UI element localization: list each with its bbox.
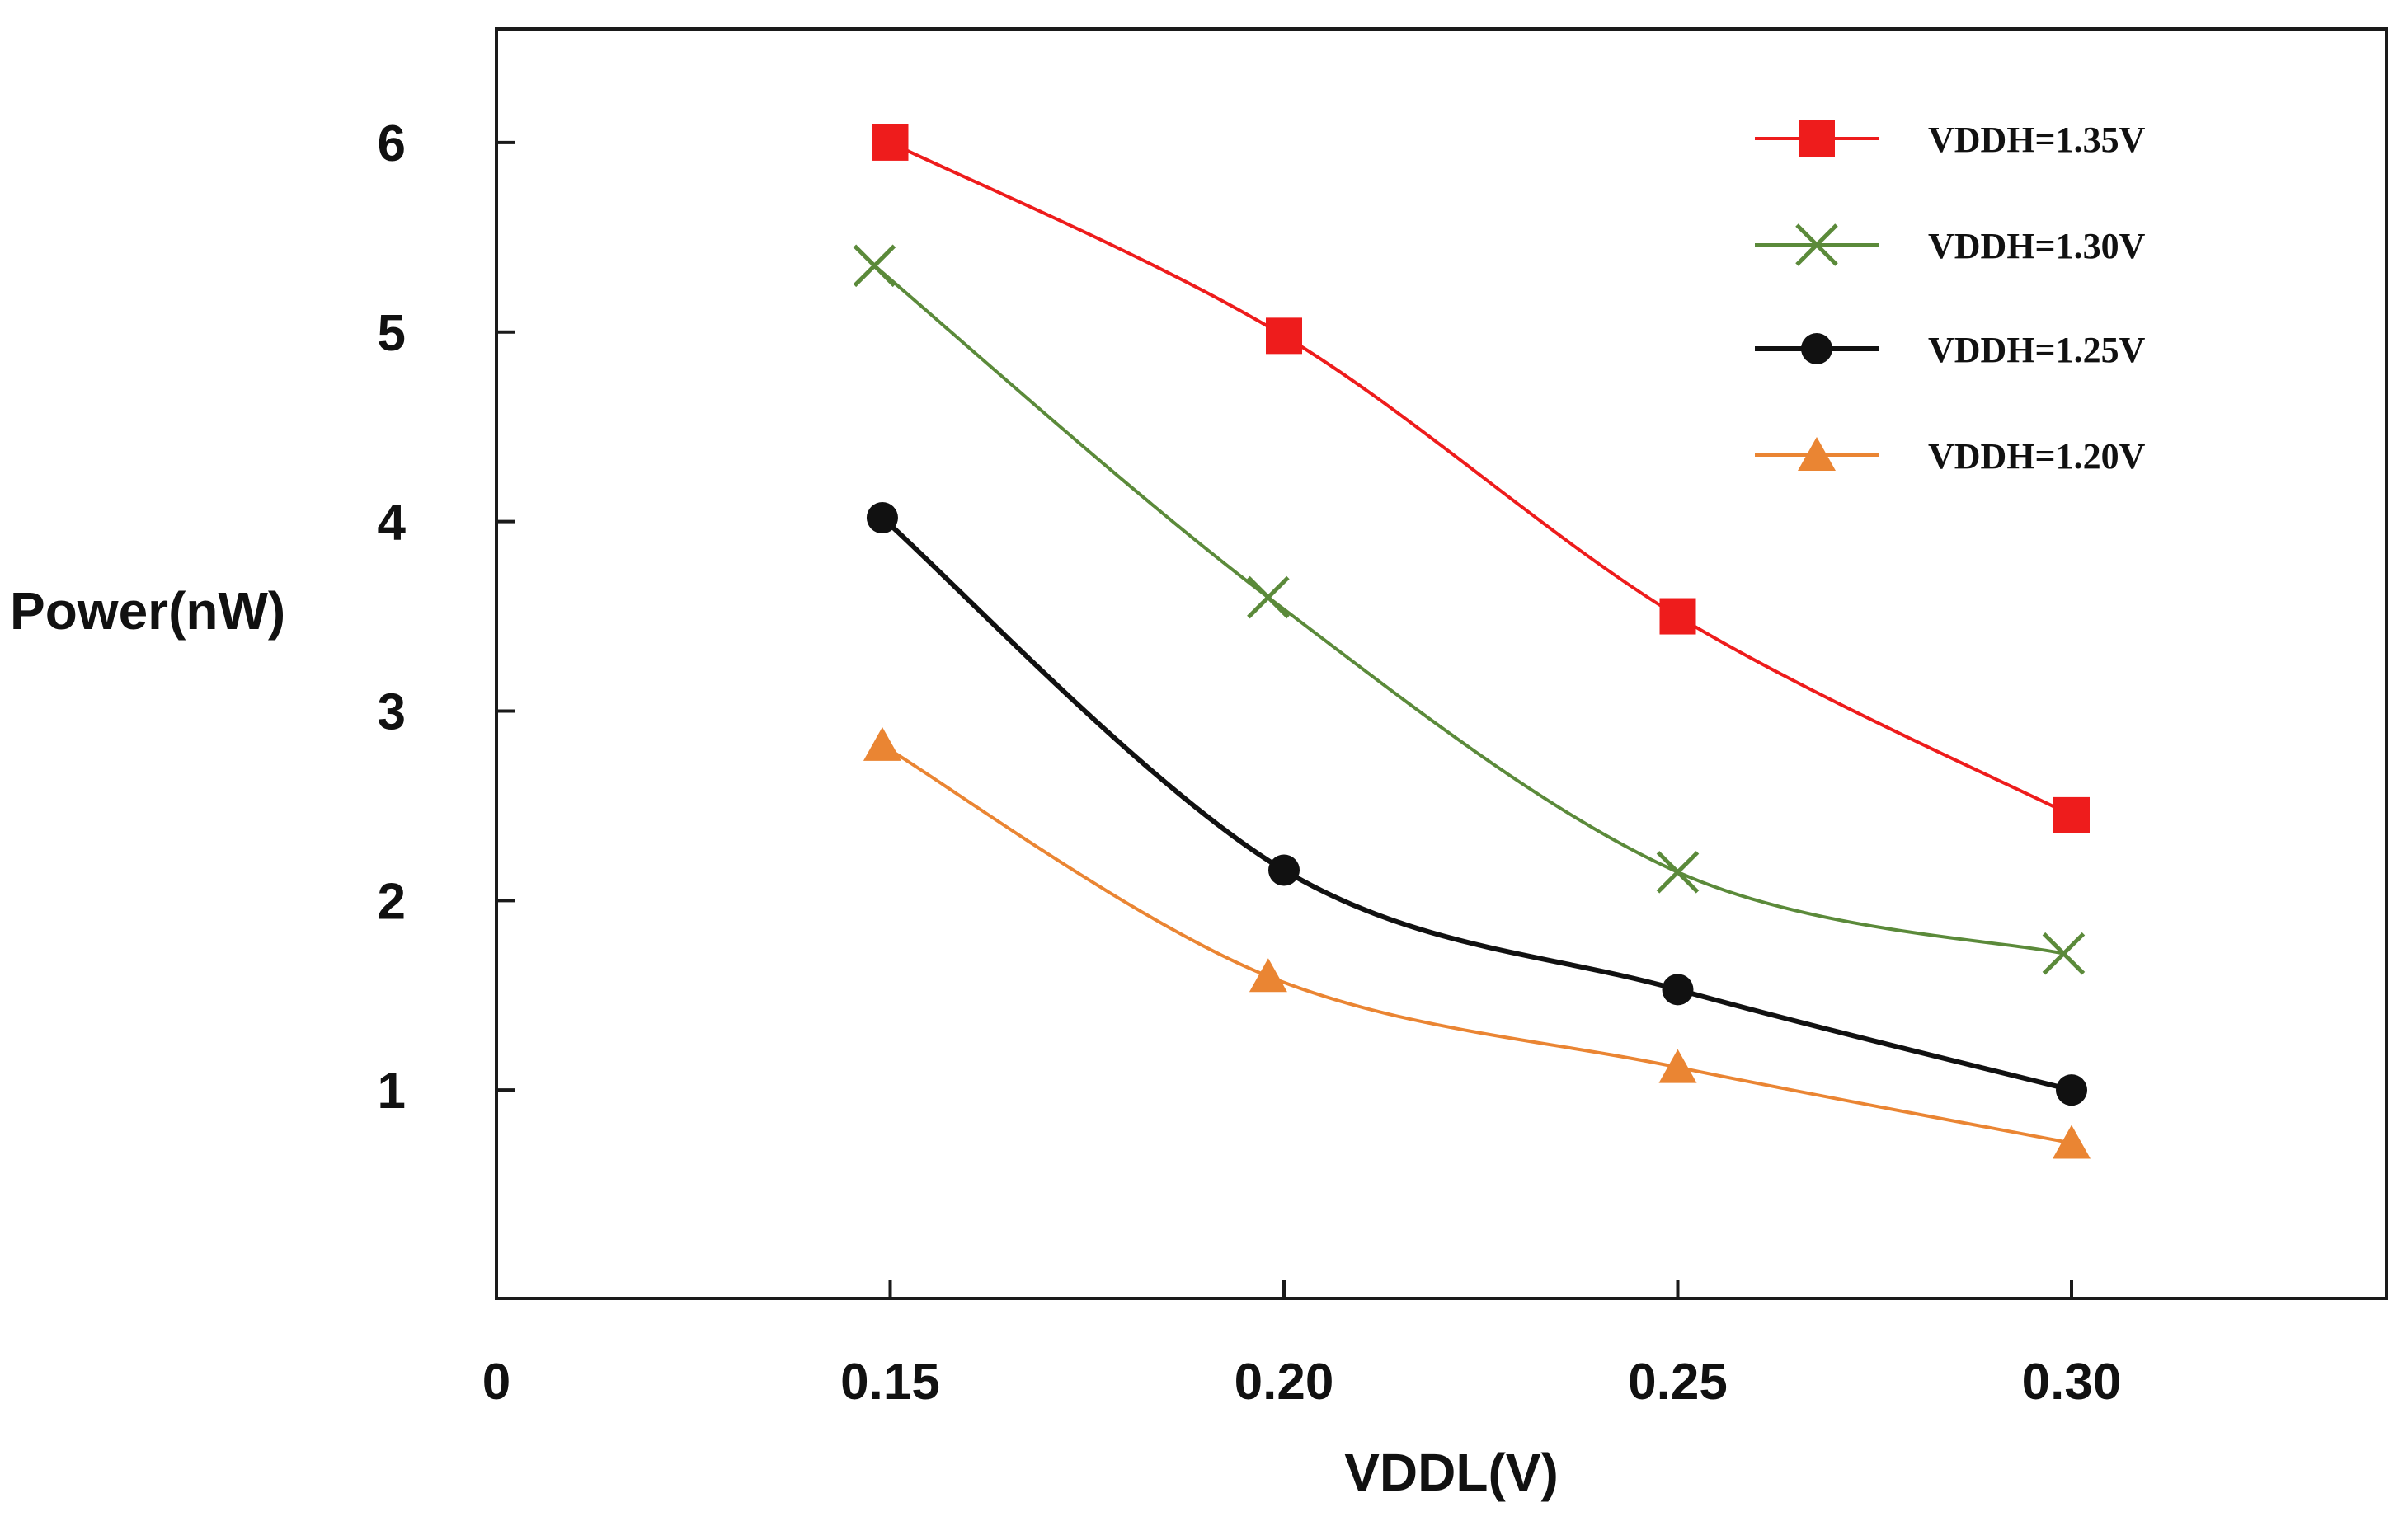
y-tick-label: 1	[378, 1063, 406, 1120]
legend-label: VDDH=1.30V	[1928, 226, 2146, 266]
x-tick-label: 0	[482, 1354, 510, 1411]
series-markers	[853, 124, 2091, 1159]
x-tick-label: 0.30	[2022, 1354, 2122, 1411]
y-tick-label: 4	[378, 495, 407, 552]
series-line-1	[889, 141, 2072, 817]
legend: VDDH=1.35V VDDH=1.30V VDDH=1.25V VDDH=1.20V	[1755, 120, 2146, 477]
data-point-4	[1658, 1049, 1697, 1083]
y-tick-label: 2	[378, 873, 406, 930]
legend-label: VDDH=1.35V	[1928, 120, 2146, 160]
data-point-1	[1659, 598, 1696, 635]
plot-frame	[495, 27, 2388, 1300]
data-point-4	[1249, 958, 1287, 993]
data-point-3	[866, 502, 898, 534]
data-point-2	[853, 244, 896, 288]
y-tick-label: 6	[378, 115, 406, 172]
series-line-2	[873, 264, 2064, 956]
data-point-3	[1268, 854, 1300, 886]
y-tick-label: 3	[378, 683, 406, 740]
data-point-2	[2042, 932, 2086, 975]
series-line-3	[880, 515, 2072, 1093]
data-point-1	[1266, 317, 1302, 355]
x-tick-label: 0.25	[1628, 1354, 1728, 1411]
data-point-2	[1656, 851, 1700, 894]
y-axis-label: Power(nW)	[10, 581, 285, 641]
x-axis-ticks: 0 0.15 0.20 0.25 0.30	[482, 1280, 2122, 1411]
legend-label: VDDH=1.25V	[1928, 330, 2146, 370]
data-point-1	[872, 124, 909, 161]
legend-marker	[1798, 437, 1836, 471]
legend-label: VDDH=1.20V	[1928, 436, 2146, 477]
series-lines	[873, 141, 2072, 1145]
data-point-4	[2053, 1125, 2091, 1159]
data-point-3	[2056, 1074, 2087, 1106]
legend-marker	[1799, 120, 1835, 157]
legend-marker	[1795, 223, 1838, 266]
x-axis-label: VDDL(V)	[1344, 1443, 1559, 1502]
legend-marker	[1801, 333, 1832, 364]
data-point-3	[1662, 974, 1694, 1006]
data-point-1	[2053, 796, 2090, 833]
x-tick-label: 0.20	[1235, 1354, 1334, 1411]
series-line-4	[881, 744, 2072, 1145]
x-tick-label: 0.15	[840, 1354, 940, 1411]
data-point-4	[863, 726, 901, 761]
data-point-2	[1247, 575, 1290, 619]
y-axis-ticks: 1 2 3 4 5 6	[378, 115, 515, 1120]
y-tick-label: 5	[378, 305, 406, 362]
